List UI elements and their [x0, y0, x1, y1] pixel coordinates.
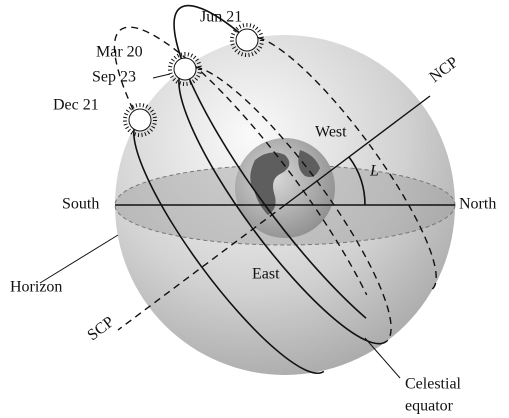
label-sep: Sep 23 [92, 69, 136, 86]
sun [173, 57, 197, 81]
label-scp: SCP [84, 313, 117, 344]
sun [128, 108, 152, 132]
latitude-arc [348, 156, 366, 206]
leader-line [364, 337, 401, 379]
label-north: North [459, 196, 496, 213]
label-equator-1: Celestial [405, 376, 462, 393]
sun-rays [123, 103, 157, 137]
continents [250, 150, 320, 215]
ncp-axis [284, 95, 431, 206]
equator-path-front [178, 67, 387, 345]
sun-rays [230, 23, 264, 57]
earth [235, 138, 335, 238]
label-south: South [62, 196, 99, 213]
label-mar: Mar 20 [96, 44, 143, 61]
label-ncp: NCP [426, 54, 461, 86]
label-horizon: Horizon [10, 279, 62, 296]
label-equator-2: equator [405, 398, 454, 415]
dec-path-front [133, 119, 325, 374]
sun-rays [168, 52, 202, 86]
dec-path-back [113, 26, 368, 296]
jun-path-back [245, 36, 437, 290]
sun [235, 28, 259, 52]
label-jun: Jun 21 [200, 9, 242, 26]
suns [123, 23, 264, 137]
label-west: West [315, 124, 347, 141]
label-east: East [252, 266, 280, 283]
equator-path-back [183, 65, 392, 343]
leader-line [152, 73, 171, 79]
label-dec: Dec 21 [53, 97, 99, 114]
leader-line [39, 234, 119, 284]
label-angle: L [369, 163, 379, 180]
scp-axis [117, 204, 286, 331]
